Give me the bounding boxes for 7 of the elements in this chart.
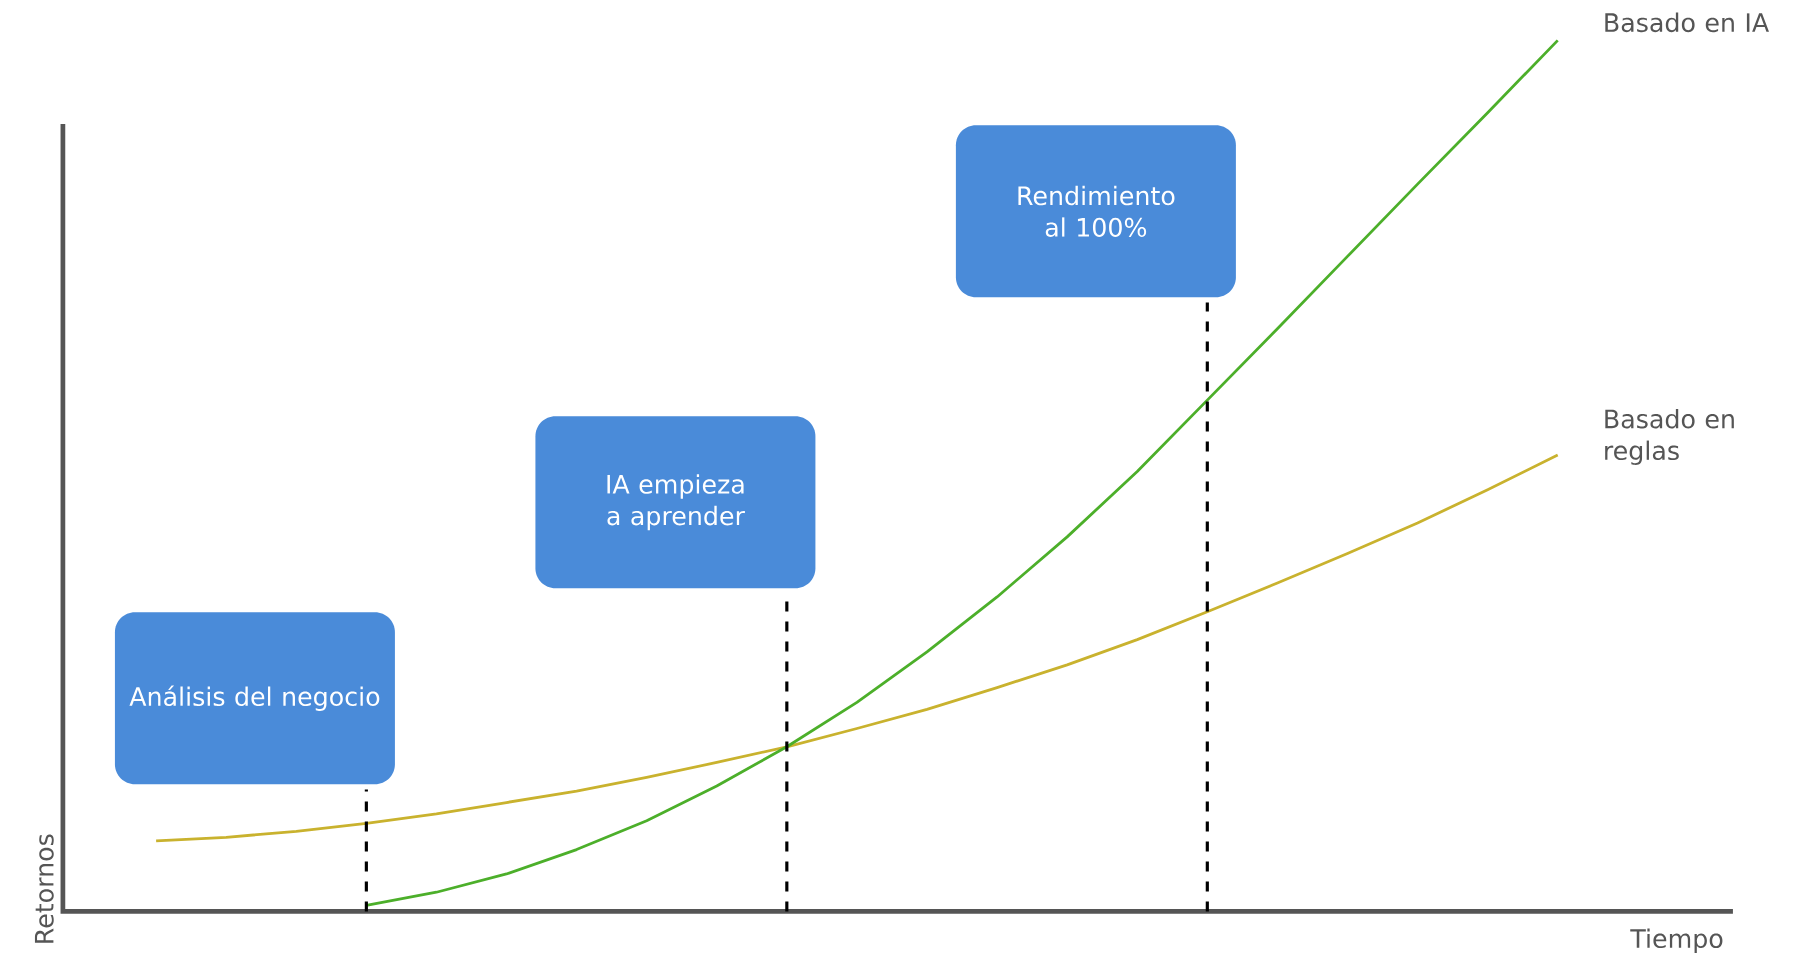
series-label: Basado en reglas — [1605, 408, 1734, 466]
x-axis-title: Tiempo — [1630, 928, 1723, 953]
annotation: Rendimiento al 100% — [1018, 185, 1175, 237]
y-axis-title: Retornos — [34, 834, 54, 943]
annotation: Análisis del negocio — [129, 685, 380, 711]
annotation: IA empieza a aprender — [607, 474, 745, 531]
series-label: Basado en IA — [1605, 12, 1769, 33]
